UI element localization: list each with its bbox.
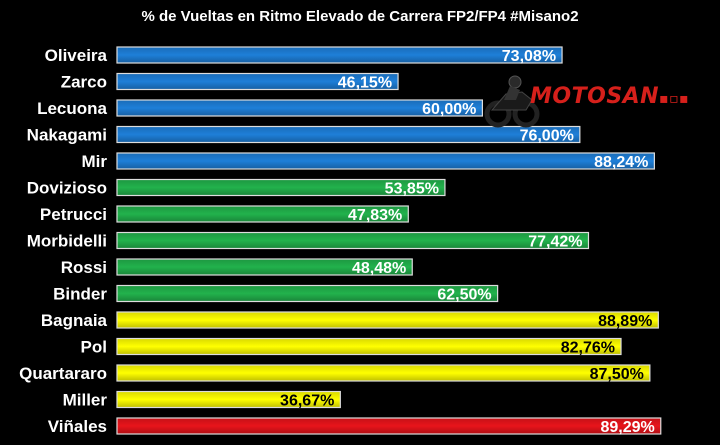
value-label-miller: 36,67%	[280, 393, 334, 410]
value-label-bagnaia: 88,89%	[598, 313, 652, 330]
bar-rossi	[116, 258, 413, 276]
bar-lecuona	[116, 99, 483, 117]
value-label-pol: 82,76%	[561, 340, 615, 357]
logo-text-moto: MOTO	[530, 84, 607, 109]
category-label-rossi: Rossi	[61, 258, 107, 277]
bar-binder	[116, 284, 499, 303]
category-label-bagnaia: Bagnaia	[41, 311, 108, 330]
value-label-oliveira: 73,08%	[502, 48, 556, 65]
logo-text: MOTOSAN▪▫▪	[530, 84, 690, 109]
bar-nakagami	[116, 125, 581, 144]
category-label-lecuona: Lecuona	[37, 99, 107, 118]
bar-bagnaia	[116, 311, 659, 329]
motosan-logo: MOTOSAN▪▫▪	[482, 70, 718, 128]
category-label-morbidelli: Morbidelli	[27, 232, 107, 251]
bar-morbidelli	[116, 231, 590, 250]
value-label-rossi: 48,48%	[352, 260, 406, 277]
category-label-nakagami: Nakagami	[27, 126, 107, 145]
category-label-mir: Mir	[82, 152, 108, 171]
category-label-oliveira: Oliveira	[45, 46, 108, 65]
value-label-petrucci: 47,83%	[348, 207, 402, 224]
value-label-binder: 62,50%	[437, 287, 491, 304]
bar-miller	[116, 390, 341, 409]
value-label-dovizioso: 53,85%	[385, 181, 439, 198]
motorcycle-rider-icon	[484, 75, 540, 128]
category-label-miller: Miller	[63, 391, 108, 410]
value-label-zarco: 46,15%	[338, 75, 392, 92]
value-label-lecuona: 60,00%	[422, 101, 476, 118]
value-label-morbidelli: 77,42%	[528, 234, 582, 251]
category-label-zarco: Zarco	[61, 73, 107, 92]
bar-vinales	[116, 417, 662, 435]
category-label-binder: Binder	[53, 285, 107, 304]
category-label-vinales: Viñales	[48, 417, 107, 436]
bar-mir	[116, 152, 655, 170]
category-label-dovizioso: Dovizioso	[27, 179, 107, 198]
bar-zarco	[116, 72, 399, 91]
value-label-vinales: 89,29%	[601, 419, 655, 436]
category-label-pol: Pol	[81, 338, 107, 357]
value-label-nakagami: 76,00%	[520, 128, 574, 145]
logo-text-san: SAN	[606, 84, 660, 109]
category-label-petrucci: Petrucci	[40, 205, 107, 224]
category-label-quartararo: Quartararo	[19, 364, 107, 383]
bar-pol	[116, 337, 622, 356]
bar-petrucci	[116, 205, 409, 223]
value-label-quartararo: 87,50%	[590, 366, 644, 383]
value-label-mir: 88,24%	[594, 154, 648, 171]
bar-oliveira	[116, 46, 563, 64]
bar-quartararo	[116, 364, 651, 382]
bar-dovizioso	[116, 178, 446, 197]
chart-title: % de Vueltas en Ritmo Elevado de Carrera…	[141, 8, 579, 25]
